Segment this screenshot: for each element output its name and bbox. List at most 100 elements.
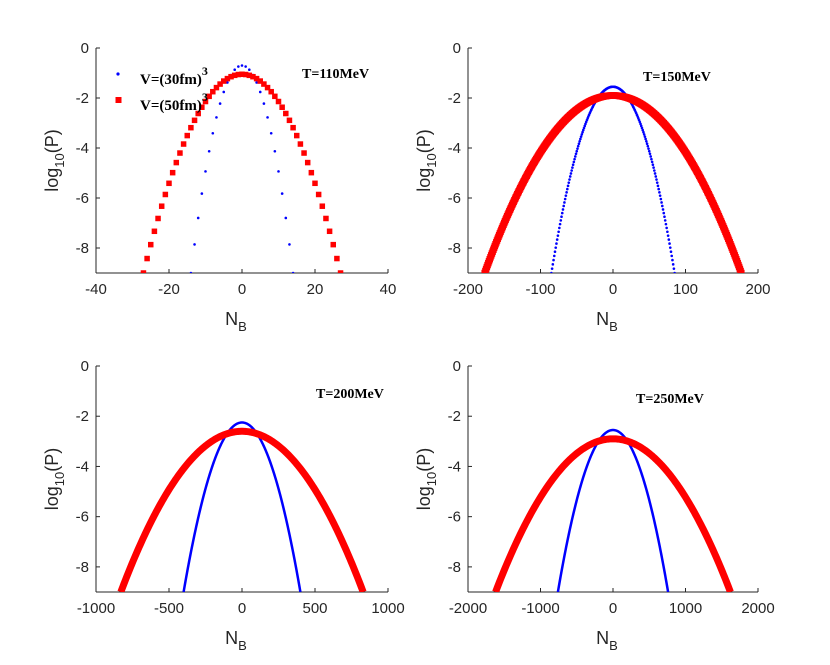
data-point: [561, 208, 565, 211]
x-tick-label: -200: [453, 281, 483, 298]
data-point: [569, 172, 573, 175]
data-point: [221, 78, 227, 84]
data-point: [639, 122, 642, 126]
data-point: [583, 124, 587, 128]
data-point: [581, 130, 584, 134]
y-tick-label: -8: [76, 240, 89, 257]
data-point: [158, 203, 165, 209]
x-tick-label: 20: [307, 281, 324, 298]
data-point: [673, 271, 676, 273]
plot-area: [140, 64, 344, 273]
x-axis-title-subscript: B: [238, 319, 247, 334]
data-point: [166, 180, 172, 187]
data-point: [235, 71, 242, 78]
data-point: [140, 270, 147, 273]
x-axis-title: NB: [225, 309, 247, 334]
x-tick-label: 200: [745, 281, 770, 298]
data-point: [642, 133, 646, 136]
data-point: [218, 102, 222, 105]
data-point: [280, 192, 284, 195]
data-point: [571, 166, 574, 169]
y-axis-title: log10(P): [414, 448, 439, 511]
temperature-annotation: T=200MeV: [316, 387, 384, 402]
data-point: [222, 90, 226, 94]
data-point: [552, 258, 555, 262]
data-point: [213, 84, 220, 91]
data-point: [189, 271, 193, 273]
y-tick-label: -6: [448, 190, 461, 207]
data-point: [196, 216, 200, 220]
series-v30: [550, 85, 676, 273]
data-point: [553, 250, 557, 254]
series-line: [117, 427, 367, 592]
legend-label-exponent: 3: [202, 64, 208, 78]
y-tick-label: -4: [76, 458, 89, 475]
y-axis-title-subscript: 10: [424, 153, 439, 167]
y-axis-title-subscript: 10: [52, 153, 67, 167]
data-point: [301, 150, 307, 156]
data-point: [224, 75, 231, 82]
data-point: [670, 254, 674, 258]
chart-panel-2: 0-2-4-6-8-200 -100 0 100 200NBlog10(P)T=150M…: [414, 40, 771, 334]
x-axis-title-subscript: B: [609, 638, 618, 653]
data-point: [556, 234, 560, 237]
data-point: [237, 65, 240, 68]
y-tick-label: -2: [76, 408, 89, 425]
temperature-annotation: T=110MeV: [302, 67, 369, 82]
legend-entry-2: V=(50fm)3: [115, 90, 208, 114]
x-tick-label: 0: [609, 600, 617, 617]
y-axis-title: log10(P): [42, 129, 67, 192]
data-point: [233, 68, 236, 72]
data-point: [649, 155, 652, 158]
data-point: [654, 175, 658, 178]
data-point: [226, 81, 229, 84]
x-tick-label: -1000: [521, 600, 559, 617]
y-axis-title-rest: (P): [414, 448, 434, 472]
y-tick-label: -6: [76, 190, 89, 207]
data-point: [323, 215, 329, 222]
y-axis-title: log10(P): [42, 448, 67, 511]
y-axis-title-main: log: [42, 486, 62, 510]
x-tick-label: -20: [158, 281, 180, 298]
data-point: [284, 216, 288, 220]
x-axis-title: NB: [596, 628, 618, 653]
x-tick-label: 500: [302, 600, 327, 617]
y-axis-title-main: log: [414, 168, 434, 192]
data-point: [563, 197, 567, 201]
data-point: [570, 169, 573, 172]
y-tick-label: -2: [448, 90, 461, 107]
data-point: [572, 160, 576, 164]
y-tick-label: -4: [448, 458, 461, 475]
data-point: [551, 263, 555, 266]
data-point: [290, 124, 296, 131]
y-tick-label: 0: [453, 40, 461, 57]
data-point: [662, 211, 666, 215]
data-point: [215, 116, 218, 119]
y-tick-label: -4: [448, 140, 461, 157]
data-point: [671, 258, 674, 262]
data-point: [574, 152, 578, 156]
plot-area: [492, 428, 734, 592]
y-axis-title-rest: (P): [42, 448, 62, 472]
data-point: [666, 234, 670, 237]
data-point: [647, 147, 650, 150]
data-point: [211, 131, 215, 135]
data-point: [262, 102, 266, 105]
x-tick-label: 2000: [741, 600, 774, 617]
data-point: [188, 124, 194, 131]
data-point: [576, 147, 579, 150]
data-point: [288, 243, 291, 246]
legend-label-exponent: 3: [202, 90, 208, 104]
data-point: [578, 139, 581, 143]
data-point: [669, 250, 673, 254]
data-point: [195, 110, 201, 117]
data-point: [661, 204, 664, 208]
data-point: [668, 242, 671, 245]
y-axis-title: log10(P): [414, 129, 439, 192]
data-point: [666, 230, 669, 234]
data-point: [244, 65, 247, 68]
legend-label-main: V=(50fm): [140, 98, 202, 114]
data-point: [671, 263, 675, 266]
data-point: [297, 141, 304, 147]
data-point: [579, 135, 583, 138]
